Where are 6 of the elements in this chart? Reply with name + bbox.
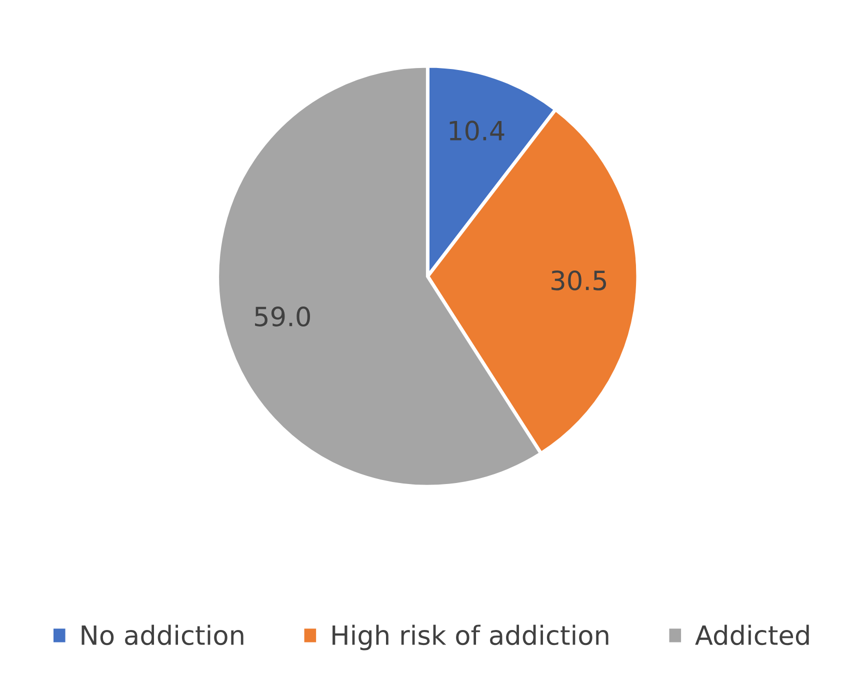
legend-label: High risk of addiction: [332, 624, 608, 650]
data-label: 30.5: [552, 270, 606, 290]
legend-label: No addiction: [82, 624, 244, 646]
legend-label: Addicted: [695, 624, 809, 646]
data-label: 10.4: [450, 120, 504, 141]
data-label: 59.0: [255, 306, 310, 327]
